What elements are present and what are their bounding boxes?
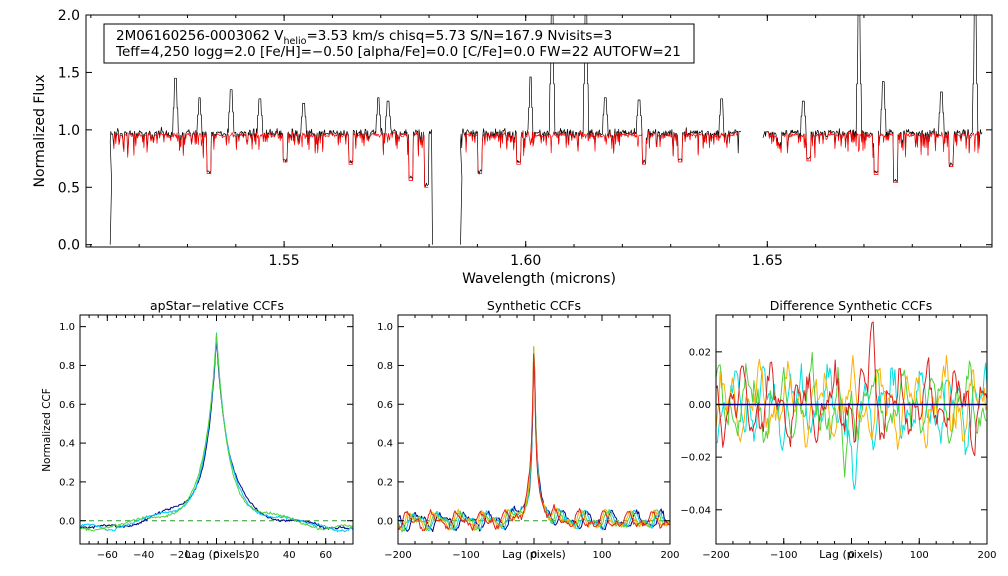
apstar-ytick-label: 0.8	[59, 361, 75, 372]
spectrum-ytick-label: 0.0	[58, 238, 80, 254]
spectrum-xtick-label: 1.60	[510, 253, 541, 269]
spectrum-ytick-label: 0.5	[58, 180, 80, 196]
spectrum-xtick-label: 1.55	[269, 253, 300, 269]
apstar-ccf-axis-ticks: −60 −40 −20 0 20 40 60 0.0 0.2 0.4 0.6 0.8 1.0	[59, 315, 354, 561]
difference-ccf-series-visit-1	[715, 362, 988, 490]
apstar-xtick-label: 60	[319, 550, 332, 561]
synthetic-xtick-label: 100	[592, 550, 611, 561]
synthetic-xtick-label: 200	[660, 550, 679, 561]
apstar-xtick-label: −60	[97, 550, 118, 561]
apstar-ccf-title: apStar−relative CCFs	[150, 298, 284, 313]
synthetic-ccf-x-label: Lag (pixels)	[502, 548, 566, 561]
difference-ccf-lines	[715, 321, 988, 490]
apstar-ccf-panel: apStar−relative CCFs −60 −40 −20 0 20 40 60 0.0…	[41, 298, 354, 561]
synthetic-ccf-lines	[397, 346, 670, 533]
apstar-xtick-label: 40	[283, 550, 296, 561]
apstar-ytick-label: 1.0	[59, 322, 75, 333]
synthetic-ytick-label: 0.6	[377, 400, 393, 411]
apstar-ytick-label: 0.6	[59, 400, 75, 411]
difference-xtick-label: 100	[910, 550, 929, 561]
difference-ccf-x-label: Lag (pixels)	[819, 548, 883, 561]
spectrum-y-label: Normalized Flux	[32, 75, 48, 188]
spectrum-annotation-box: 2M06160256-0003062 Vhelio=3.53 km/s chis…	[103, 23, 695, 64]
annotation-line-2: Teff=4,250 logg=2.0 [Fe/H]=−0.50 [alpha/…	[115, 44, 681, 60]
apstar-ytick-label: 0.0	[59, 516, 75, 527]
difference-ccf-series-visit-3	[715, 351, 988, 478]
synthetic-ytick-label: 0.0	[377, 516, 393, 527]
synthetic-ytick-label: 0.8	[377, 361, 393, 372]
spectrum-ytick-label: 2.0	[58, 8, 80, 24]
synthetic-xtick-label: −200	[384, 550, 411, 561]
difference-ccf-title: Difference Synthetic CCFs	[770, 298, 933, 313]
difference-ytick-label: 0.02	[689, 347, 711, 358]
synthetic-ytick-label: 1.0	[377, 322, 393, 333]
synthetic-ccf-axis-ticks: −200 −100 0 100 200 0.0 0.2 0.4 0.6 0.8 1.0	[377, 315, 680, 561]
difference-ccf-series-visit-4	[715, 321, 988, 456]
apstar-ccf-lines	[79, 332, 354, 533]
apstar-ytick-label: 0.4	[59, 439, 75, 450]
apstar-ccf-series-visit-3	[79, 333, 354, 532]
difference-ccf-axis-ticks: −200 −100 0 100 200 −0.04 −0.02 0.00 0.02	[680, 315, 997, 561]
synthetic-ccf-title: Synthetic CCFs	[487, 298, 581, 313]
synthetic-ytick-label: 0.2	[377, 477, 393, 488]
synthetic-xtick-label: 0	[531, 550, 537, 561]
spectrum-axis-ticks: 1.55 1.60 1.65 0.0 0.5 1.0 1.5 2.0	[58, 8, 992, 269]
spectrum-observed-line	[109, 77, 433, 245]
spectrum-x-label: Wavelength (microns)	[462, 271, 616, 287]
difference-xtick-label: 0	[848, 550, 854, 561]
difference-ccf-panel: Difference Synthetic CCFs −200 −100 0 100 20…	[680, 298, 996, 561]
spectrum-lines	[109, 14, 983, 245]
synthetic-ccf-panel: Synthetic CCFs −200 −100 0 100 200 0.0 0.2 0.4 0…	[377, 298, 679, 561]
synthetic-ytick-label: 0.4	[377, 439, 393, 450]
difference-xtick-label: −200	[702, 550, 729, 561]
spectrum-panel: 1.55 1.60 1.65 0.0 0.5 1.0 1.5 2.0 2M06160256-0…	[32, 8, 993, 287]
spectrum-model-line	[767, 131, 980, 184]
difference-xtick-label: 200	[977, 550, 996, 561]
synthetic-ccf-series-combined	[397, 353, 670, 532]
difference-ytick-label: 0.00	[689, 400, 711, 411]
spectrum-xtick-label: 1.65	[752, 253, 783, 269]
synthetic-ccf-series-visit-4	[397, 346, 670, 531]
apstar-xtick-label: −20	[170, 550, 191, 561]
difference-xtick-label: −100	[770, 550, 797, 561]
annotation-line-1: 2M06160256-0003062 Vhelio=3.53 km/s chis…	[116, 28, 612, 47]
apstar-xtick-label: −40	[133, 550, 154, 561]
apstar-ytick-label: 0.2	[59, 477, 75, 488]
spectrum-model-line	[463, 130, 738, 174]
spectrum-ytick-label: 1.0	[58, 123, 80, 139]
apstar-ccf-x-label: Lag (pixels)	[185, 548, 249, 561]
spectrum-observed-line	[460, 14, 741, 245]
apstar-xtick-label: 20	[247, 550, 260, 561]
synthetic-xtick-label: −100	[452, 550, 479, 561]
difference-ytick-label: −0.02	[680, 453, 711, 464]
spectrum-ytick-label: 1.5	[58, 65, 80, 81]
difference-ytick-label: −0.04	[680, 505, 711, 516]
apstar-xtick-label: 0	[213, 550, 219, 561]
spectrum-model-line	[112, 131, 429, 188]
spectrum-frame	[85, 14, 993, 248]
annotation-box-frame	[103, 23, 695, 64]
apstar-ccf-y-label: Normalized CCF	[41, 388, 53, 472]
